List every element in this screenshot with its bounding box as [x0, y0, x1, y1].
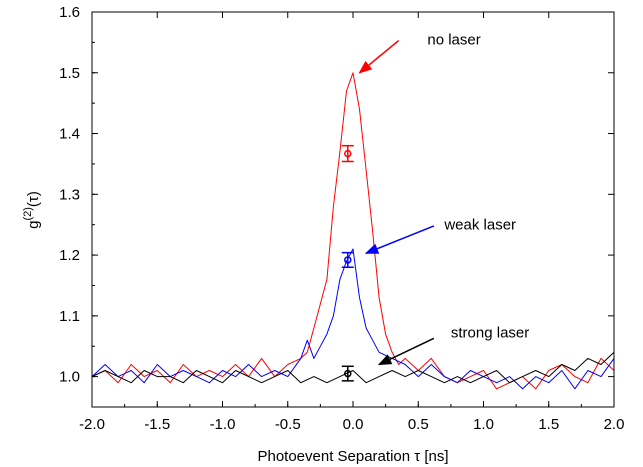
x-axis-label: Photoevent Separation τ [ns]: [257, 448, 448, 465]
y-axis-label-arg: (τ): [25, 191, 42, 207]
x-tick-label: -1.5: [144, 416, 170, 433]
plot-area: [91, 72, 615, 390]
annotation-2: strong laser: [377, 324, 529, 366]
series-line-2: [91, 351, 615, 384]
error-bar-point: [344, 149, 352, 158]
y-tick-label: 1.0: [59, 369, 80, 386]
y-axis-label: g(2)(τ): [22, 191, 42, 229]
x-tick-label: -0.5: [275, 416, 301, 433]
x-tick-label: 1.5: [538, 416, 559, 433]
error-bar-2: [341, 365, 354, 382]
y-tick-label: 1.1: [59, 308, 80, 325]
y-tick-label: 1.4: [59, 126, 80, 143]
series-line-0: [91, 72, 615, 390]
axes: [91, 11, 615, 408]
error-bar-0: [341, 144, 354, 163]
annotation-0: no laser: [358, 31, 481, 74]
y-axis-label-base: g: [25, 221, 42, 229]
series-line-1: [91, 248, 615, 390]
y-axis-label-sup: (2): [22, 207, 34, 220]
error-bar-point: [344, 369, 352, 378]
annotation-arrow: [377, 337, 435, 366]
ticks: -2.0 -1.5 -1.0 -0.5 0.0 0.5 1.0 1.5 2.0 1.0 1.1 1.2…: [59, 4, 624, 433]
x-tick-label: 2.0: [604, 416, 625, 433]
x-tick-label: -2.0: [79, 416, 105, 433]
y-tick-label: 1.6: [59, 4, 80, 21]
error-bar-1: [341, 251, 354, 268]
y-tick-label: 1.2: [59, 247, 80, 264]
y-tick-label: 1.5: [59, 65, 80, 82]
x-tick-label: 0.5: [408, 416, 429, 433]
annotation-label: no laser: [427, 31, 480, 48]
annotations: no laser weak laser strong laser: [358, 31, 529, 366]
y-tick-label: 1.3: [59, 186, 80, 203]
annotation-label: weak laser: [443, 217, 516, 234]
x-tick-label: -1.0: [210, 416, 236, 433]
annotation-label: strong laser: [451, 324, 529, 341]
annotation-1: weak laser: [364, 217, 516, 254]
annotation-arrow: [364, 225, 435, 254]
labels: Photoevent Separation τ [ns] g(2)(τ): [22, 191, 449, 465]
plot-frame: [91, 11, 615, 408]
annotation-arrow: [358, 39, 400, 74]
error-bar-point: [344, 256, 352, 264]
x-tick-label: 0.0: [343, 416, 364, 433]
x-tick-label: 1.0: [473, 416, 494, 433]
